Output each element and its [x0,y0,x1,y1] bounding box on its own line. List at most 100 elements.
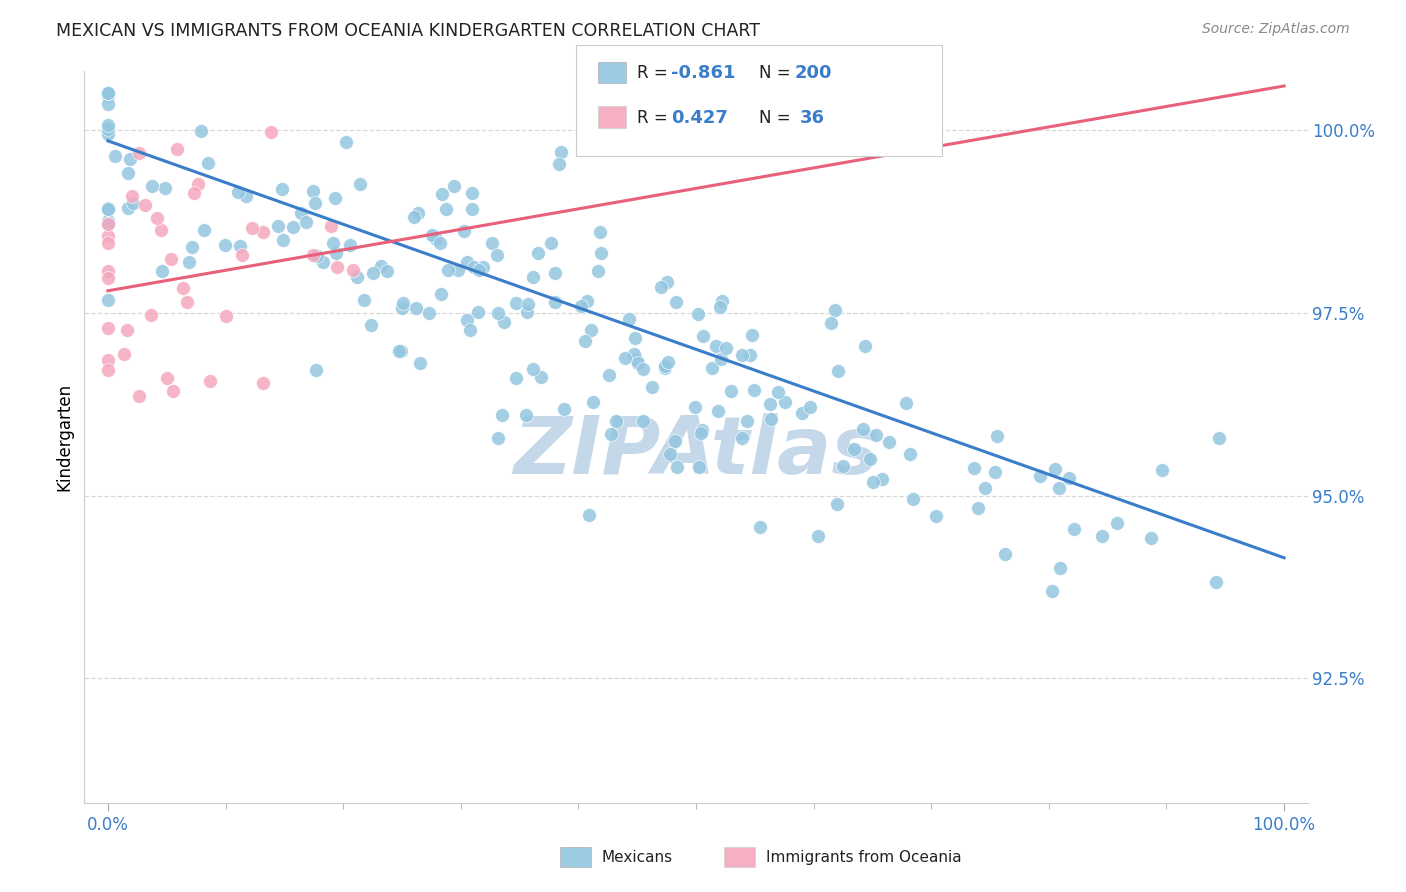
Point [710,294,733,309]
Point [190,123,212,137]
Point [197,156,219,170]
Point [710,351,733,366]
Text: R =: R = [637,109,673,127]
Text: N =: N = [759,64,796,82]
Point [624,352,647,367]
Point [581,323,603,337]
Point [179,254,201,268]
Point [790,406,813,420]
Point [97,87,120,102]
Point [323,191,346,205]
Point [271,233,294,247]
Point [176,295,198,310]
Point [404,210,426,224]
Point [430,187,453,202]
Point [134,198,156,212]
Point [1140,531,1163,545]
Point [707,404,730,418]
Point [389,343,412,358]
Point [117,201,139,215]
Point [664,434,686,448]
Point [409,356,432,370]
Point [162,384,184,398]
Point [731,431,754,445]
Point [544,266,567,280]
Text: Mexicans: Mexicans [602,850,673,864]
Text: -0.861: -0.861 [671,64,735,82]
Point [472,260,495,275]
Point [666,460,689,475]
Point [617,312,640,326]
Point [252,225,274,239]
Point [517,296,540,310]
Point [1105,516,1128,530]
Point [97,88,120,103]
Point [1047,482,1070,496]
Point [820,316,842,330]
Point [709,300,731,314]
Point [613,351,636,365]
Point [894,396,917,410]
Point [543,295,565,310]
Point [301,184,323,198]
Point [862,475,884,489]
Point [97,87,120,101]
Point [156,370,179,384]
Point [486,305,509,319]
Point [720,384,742,398]
Point [97,202,120,216]
Point [97,293,120,307]
Point [97,124,120,138]
Point [688,460,710,475]
Point [304,195,326,210]
Point [128,389,150,403]
Point [600,427,623,442]
Point [97,270,120,285]
Point [522,362,544,376]
Point [388,343,411,358]
Point [515,408,537,422]
Point [363,266,385,280]
Point [654,359,676,373]
Point [1205,574,1227,589]
Point [422,228,444,243]
Point [481,235,503,250]
Text: R =: R = [637,64,673,82]
Point [641,380,664,394]
Point [346,270,368,285]
Point [683,400,706,414]
Point [1057,471,1080,485]
Point [773,395,796,409]
Text: Source: ZipAtlas.com: Source: ZipAtlas.com [1202,22,1350,37]
Point [748,519,770,533]
Text: N =: N = [759,109,796,127]
Point [766,385,789,400]
Point [605,414,627,428]
Point [832,458,855,473]
Point [1029,468,1052,483]
Point [824,303,846,318]
Point [574,334,596,349]
Point [405,301,427,316]
Point [146,211,169,225]
Point [461,186,484,200]
Point [1063,522,1085,536]
Point [215,309,238,323]
Point [97,228,120,243]
Point [702,361,724,376]
Point [97,87,120,101]
Point [305,363,328,377]
Point [121,188,143,202]
Point [240,221,263,235]
Point [97,118,120,132]
Point [657,275,679,289]
Point [339,238,361,252]
Point [391,301,413,316]
Point [740,348,762,362]
Text: 36: 36 [800,109,825,127]
Point [586,263,609,277]
Point [686,306,709,320]
Point [97,217,120,231]
Point [301,248,323,262]
Point [742,383,765,397]
